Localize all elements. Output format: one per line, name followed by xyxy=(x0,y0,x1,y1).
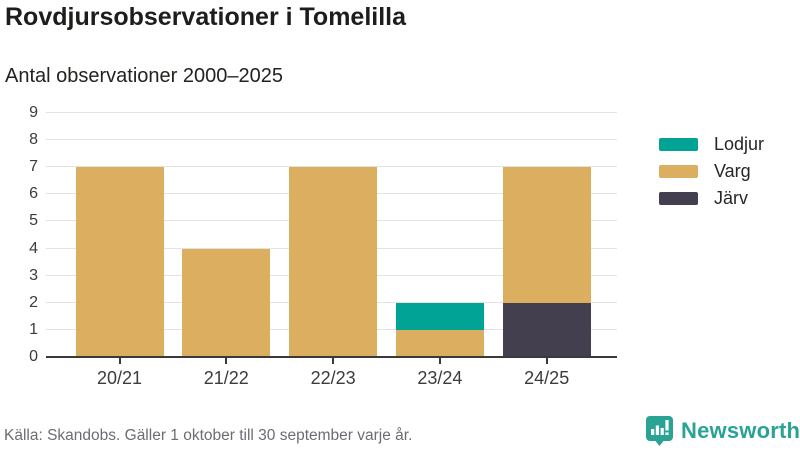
y-tick-label: 1 xyxy=(29,320,38,338)
y-tick-label: 8 xyxy=(29,131,38,149)
chart-title: Rovdjursobservationer i Tomelilla xyxy=(5,3,407,31)
y-tick-label: 5 xyxy=(29,212,38,230)
bar-segment-varg xyxy=(75,167,164,357)
y-tick-label: 3 xyxy=(29,266,38,284)
bar-segment-varg xyxy=(502,167,591,303)
gridline-y8 xyxy=(46,139,617,141)
legend-item-lodjur: Lodjur xyxy=(659,131,764,158)
newsworthy-logo-icon xyxy=(645,415,674,447)
y-tick-label: 0 xyxy=(29,348,38,365)
plot-area: 0 1 2 3 4 5 6 7 8 9 20/21 21/22 22/23 23/24 24/25 xyxy=(29,104,617,388)
x-tick xyxy=(438,358,441,364)
y-tick-label: 2 xyxy=(29,293,38,311)
y-tick-label: 4 xyxy=(29,239,38,257)
y-tick-label: 6 xyxy=(29,185,38,203)
legend-label: Lodjur xyxy=(714,134,765,154)
bar-segment-varg xyxy=(289,167,378,357)
bar-segment-varg xyxy=(395,329,484,357)
legend-label: Järv xyxy=(714,188,749,208)
bar-segment-jrv xyxy=(502,302,591,357)
newsworthy-logo[interactable]: Newsworthy xyxy=(645,415,800,447)
x-tick-label: 21/22 xyxy=(203,368,249,388)
x-tick-label: 23/24 xyxy=(417,368,463,388)
x-tick-label: 20/21 xyxy=(96,368,143,388)
bar-segment-lodjur xyxy=(395,302,484,330)
legend-item-varg: Varg xyxy=(659,158,764,185)
x-tick xyxy=(332,358,335,364)
legend-swatch xyxy=(659,165,698,178)
x-tick-label: 22/23 xyxy=(310,368,356,388)
legend-swatch xyxy=(659,138,698,151)
y-tick-label: 9 xyxy=(29,104,38,121)
x-tick-label: 24/25 xyxy=(524,368,570,388)
legend-swatch xyxy=(659,192,698,205)
y-tick-label: 7 xyxy=(29,158,38,176)
gridline-y7 xyxy=(46,166,617,168)
x-tick xyxy=(118,358,121,364)
legend-item-jrv: Järv xyxy=(659,185,764,212)
newsworthy-logo-text: Newsworthy xyxy=(681,418,800,443)
x-tick xyxy=(545,358,548,364)
x-tick xyxy=(225,358,228,364)
bar-segment-varg xyxy=(182,248,271,357)
chart-subtitle: Antal observationer 2000–2025 xyxy=(5,65,283,87)
legend-label: Varg xyxy=(714,161,751,181)
legend: Lodjur Varg Järv xyxy=(659,131,764,212)
source-note: Källa: Skandobs. Gäller 1 oktober till 3… xyxy=(4,427,413,444)
x-axis-line xyxy=(46,355,617,358)
gridline-y9 xyxy=(46,112,617,113)
